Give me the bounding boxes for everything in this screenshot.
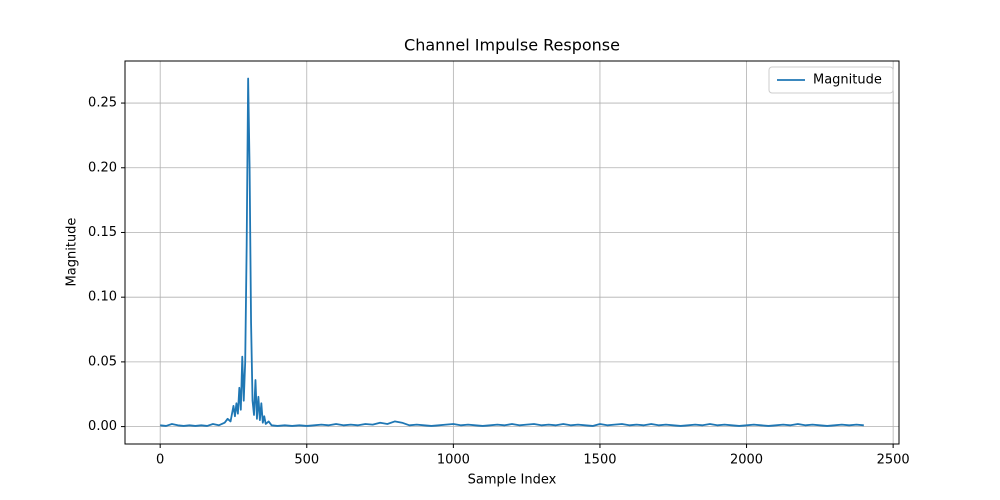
chart-title: Channel Impulse Response <box>404 36 620 55</box>
data-line <box>160 77 864 427</box>
legend-label: Magnitude <box>813 73 882 88</box>
x-tick-label: 1000 <box>437 453 470 468</box>
x-tick-label: 500 <box>294 453 319 468</box>
x-axis-label: Sample Index <box>468 473 557 488</box>
y-tick-label: 0.00 <box>88 419 117 434</box>
plot-frame <box>124 60 900 445</box>
x-tick-label: 2500 <box>877 453 910 468</box>
y-tick-label: 0.10 <box>88 290 117 305</box>
x-tick-label: 2000 <box>730 453 763 468</box>
y-tick-label: 0.15 <box>88 225 117 240</box>
y-axis-label: Magnitude <box>65 218 80 287</box>
x-tick-label: 1500 <box>583 453 616 468</box>
y-tick-label: 0.05 <box>88 354 117 369</box>
y-tick-label: 0.25 <box>88 96 117 111</box>
y-tick-label: 0.20 <box>88 160 117 175</box>
x-tick-label: 0 <box>156 453 164 468</box>
legend-box <box>768 66 894 94</box>
